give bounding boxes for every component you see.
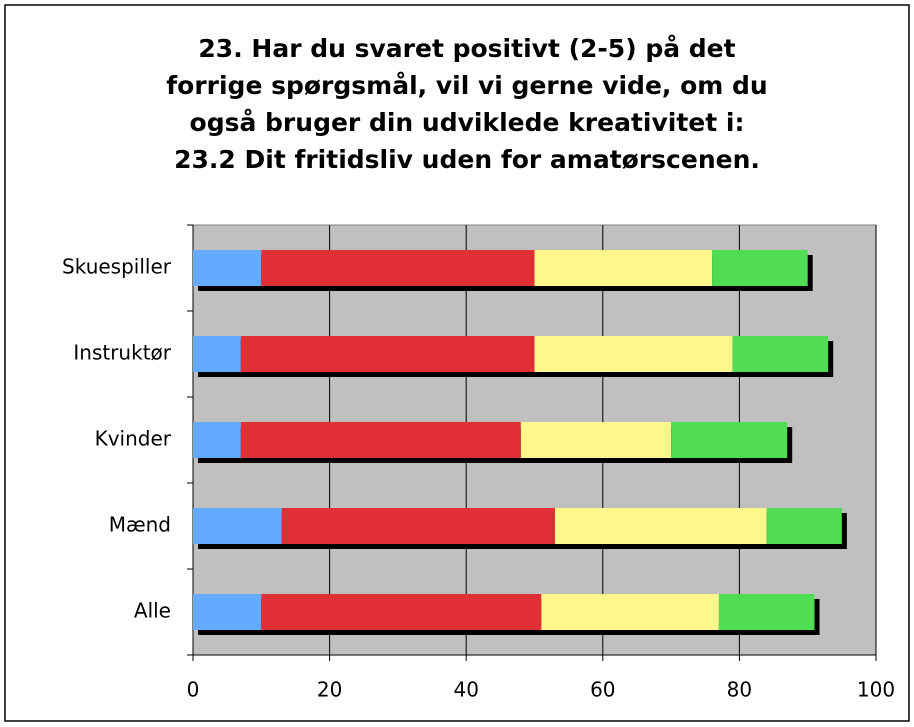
bar-segment — [541, 594, 719, 630]
bar-segment — [193, 422, 241, 458]
bar-segment — [240, 336, 535, 372]
y-tick-label: Skuespiller — [62, 255, 172, 279]
y-tick-label: Mænd — [109, 513, 171, 537]
bar-segment — [193, 508, 282, 544]
bar-segment — [712, 250, 808, 286]
bar-segment — [766, 508, 842, 544]
x-tick-label: 40 — [453, 678, 478, 702]
bar-segment — [520, 422, 672, 458]
bar-segment — [718, 594, 815, 630]
y-tick-label: Alle — [134, 599, 171, 623]
bar-segment — [193, 250, 262, 286]
x-tick-label: 20 — [317, 678, 342, 702]
x-tick-label: 100 — [857, 678, 895, 702]
bar-segment — [193, 594, 262, 630]
bar-segment — [281, 508, 555, 544]
x-tick-label: 80 — [727, 678, 752, 702]
chart-title: 23. Har du svaret positivt (2-5) på det — [198, 34, 735, 63]
y-tick-label: Kvinder — [95, 427, 172, 451]
chart-title: forrige spørgsmål, vil vi gerne vide, om… — [166, 71, 767, 100]
bar-segment — [261, 594, 542, 630]
bar-segment — [193, 336, 241, 372]
y-tick-label: Instruktør — [73, 341, 171, 365]
bar-segment — [671, 422, 788, 458]
bar-segment — [534, 250, 713, 286]
bar-segment — [554, 508, 767, 544]
x-tick-label: 0 — [187, 678, 200, 702]
chart-title: også bruger din udviklede kreativitet i: — [190, 108, 745, 137]
bar-segment — [261, 250, 535, 286]
chart-title: 23.2 Dit fritidsliv uden for amatørscene… — [174, 145, 760, 174]
bar-segment — [732, 336, 829, 372]
x-tick-label: 60 — [590, 678, 615, 702]
bar-segment — [534, 336, 733, 372]
bar-segment — [240, 422, 521, 458]
